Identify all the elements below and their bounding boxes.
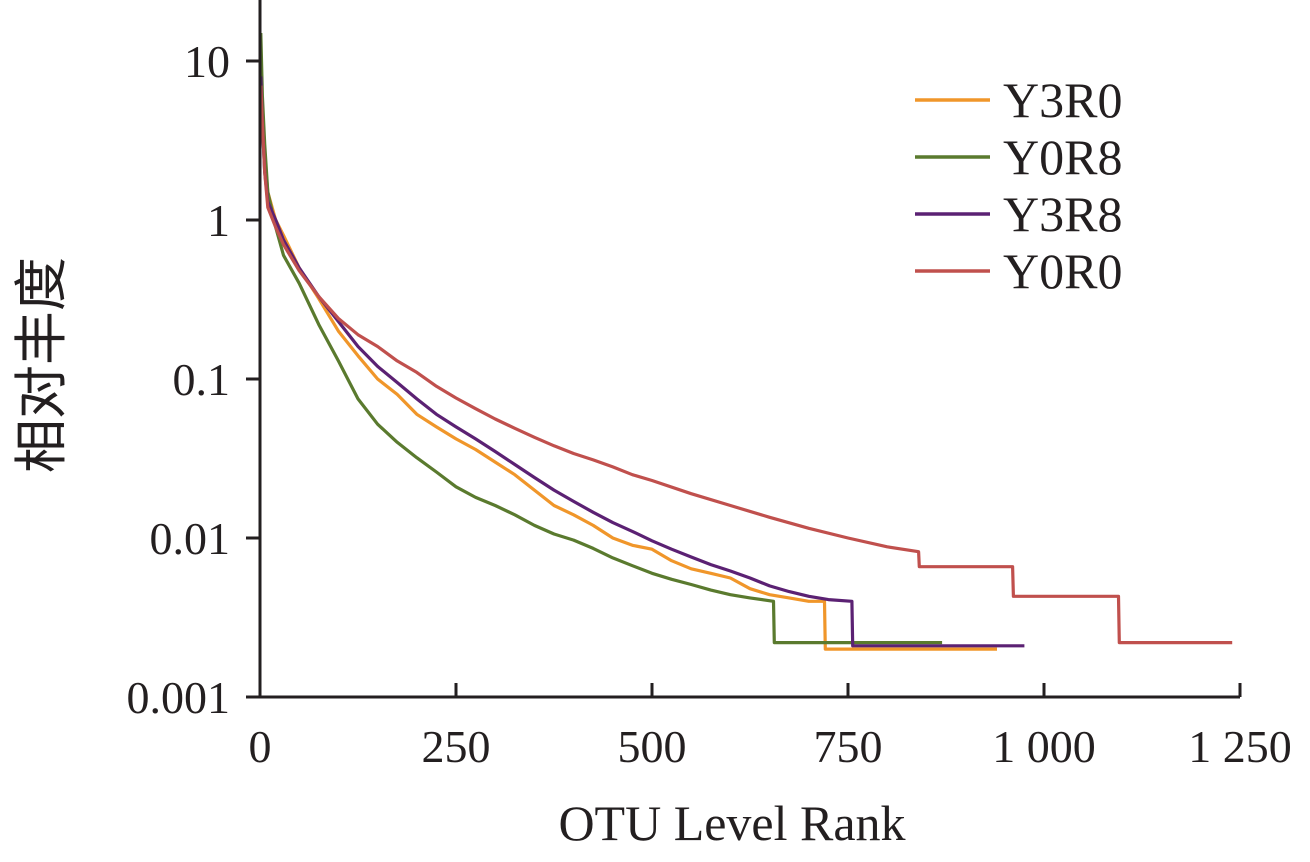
- y-tick-label: 10: [184, 36, 230, 87]
- series-line-y0r0: [259, 85, 1233, 645]
- x-tick-label: 750: [814, 721, 883, 772]
- y-axis-title: 相对丰度: [10, 257, 73, 473]
- series-line-y3r8: [259, 76, 1025, 648]
- legend-label: Y0R8: [1003, 129, 1122, 185]
- legend-label: Y0R0: [1003, 243, 1122, 299]
- series-line-y0r8: [259, 32, 943, 645]
- x-tick-label: 500: [618, 721, 687, 772]
- x-ticks: 0 250 500 750 1 000 1 250: [249, 683, 1292, 772]
- x-tick-label: 1 000: [992, 721, 1096, 772]
- y-tick-label: 1: [207, 195, 230, 246]
- legend-item: Y3R8: [915, 186, 1122, 242]
- x-tick-label: 0: [249, 721, 272, 772]
- legend-item: Y0R0: [915, 243, 1122, 299]
- legend-item: Y0R8: [915, 129, 1122, 185]
- legend-item: Y3R0: [915, 72, 1122, 128]
- y-tick-label: 0.1: [173, 354, 231, 405]
- y-tick-label: 0.01: [150, 513, 231, 564]
- x-axis-title: OTU Level Rank: [558, 795, 905, 851]
- y-ticks: 0.001 0.01 0.1 1 10: [127, 36, 260, 723]
- series-layer: [259, 32, 1233, 651]
- legend-label: Y3R8: [1003, 186, 1122, 242]
- y-tick-label: 0.001: [127, 672, 231, 723]
- legend-label: Y3R0: [1003, 72, 1122, 128]
- x-tick-label: 1 250: [1188, 721, 1292, 772]
- x-tick-label: 250: [422, 721, 491, 772]
- plot-area: 0 250 500 750 1 000 1 250 0.001 0.01 0.1 1 10: [127, 0, 1292, 772]
